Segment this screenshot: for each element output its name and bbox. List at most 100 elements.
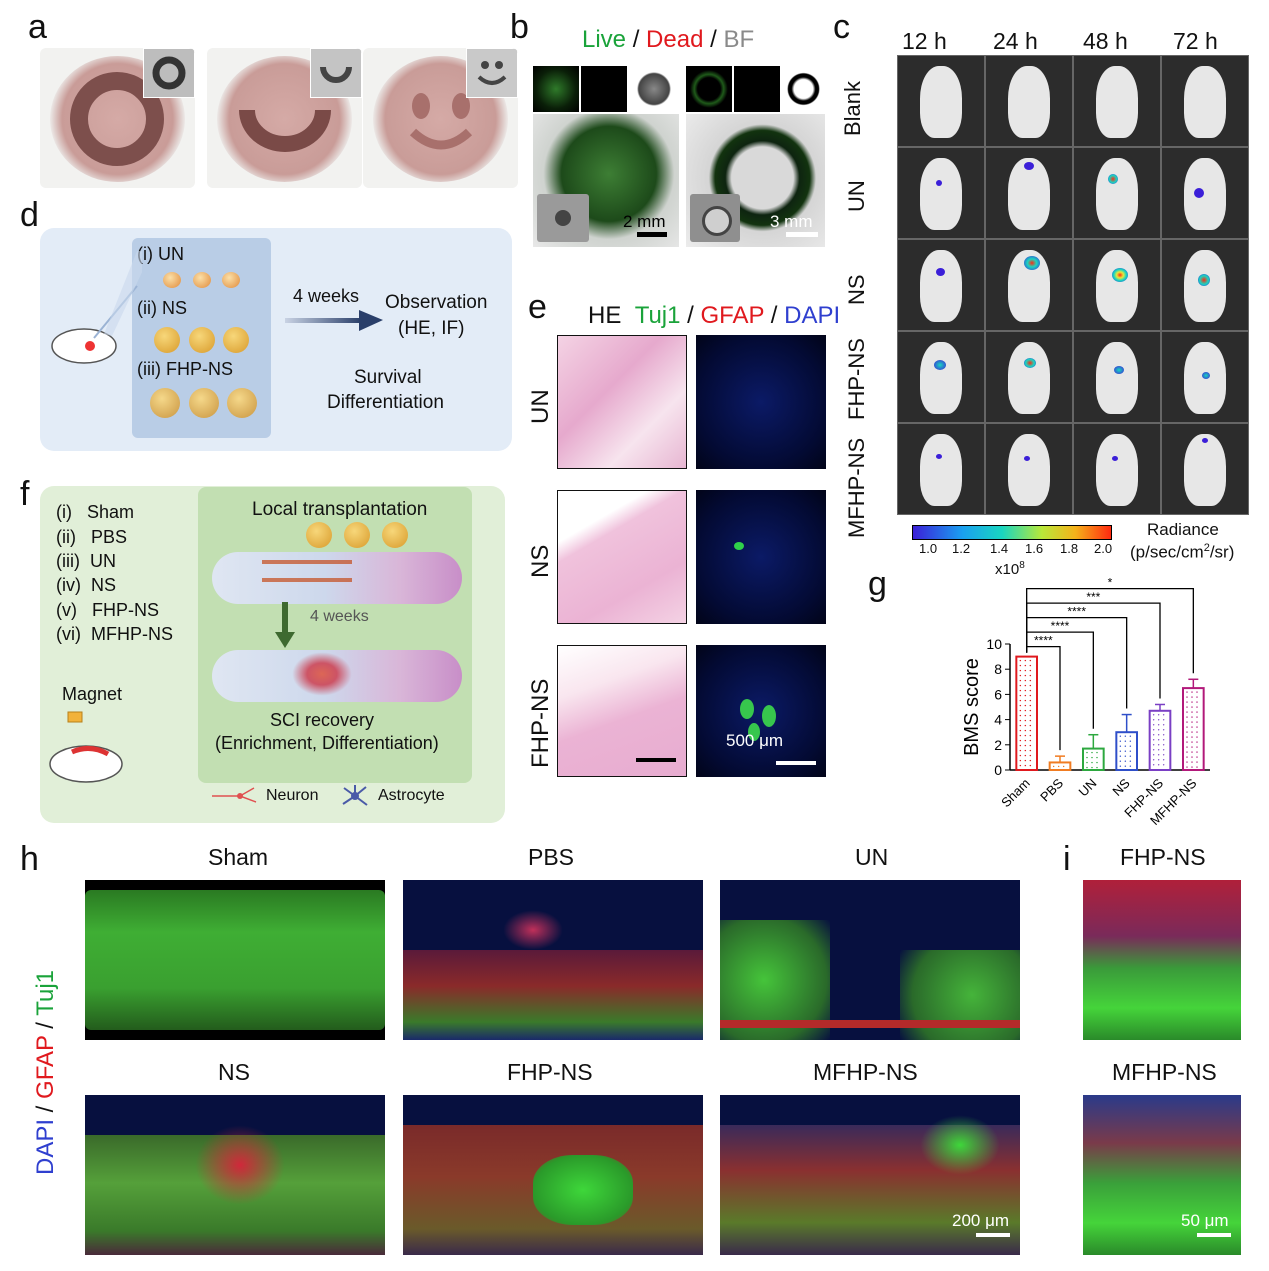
bar-dot xyxy=(1124,735,1127,737)
bar-dot xyxy=(1196,726,1198,728)
bar-pbs xyxy=(1048,761,1072,772)
y-tick-label: 0 xyxy=(994,762,1002,778)
if-zoom-mfhp-ns: 50 μm xyxy=(1083,1095,1241,1255)
bar-dot xyxy=(1152,719,1155,721)
panel-d-schematic xyxy=(40,228,512,451)
significance-bracket xyxy=(1026,616,1128,709)
h-scale-bar: 200 μm xyxy=(952,1211,1010,1230)
bar-dot xyxy=(1029,679,1032,682)
bar-dot xyxy=(1019,704,1022,707)
bar-dot xyxy=(1019,659,1022,662)
bar-dot xyxy=(1019,764,1022,767)
bar-dot xyxy=(1024,759,1027,762)
methods-label: (HE, IF) xyxy=(398,318,465,339)
e-row-fhp-ns: FHP-NS xyxy=(527,678,554,768)
bar-dot xyxy=(1029,739,1032,742)
bar-dot xyxy=(1024,659,1027,662)
bar-dot xyxy=(1152,759,1155,761)
merged-image-right: 3 mm xyxy=(686,114,825,247)
bar-dot xyxy=(1029,764,1032,767)
bar-dot xyxy=(1091,756,1093,759)
bar-dot xyxy=(1186,751,1188,753)
bar-dot xyxy=(1086,756,1088,759)
bar-mfhp-ns xyxy=(1182,687,1205,772)
bar-dot xyxy=(1196,711,1198,713)
panel-label-d: d xyxy=(20,196,39,234)
bar-dot xyxy=(1024,709,1027,712)
bar-dot xyxy=(1024,669,1027,672)
if-image-un xyxy=(696,335,826,469)
sci-recovery-label: SCI recovery xyxy=(270,710,375,730)
significance-label: **** xyxy=(1067,605,1086,619)
bar-dot xyxy=(1096,756,1098,759)
significance-label: * xyxy=(1108,576,1113,590)
if-mfhp-ns: 200 μm xyxy=(720,1095,1020,1255)
y-tick-label: 6 xyxy=(994,686,1002,702)
bar-dot xyxy=(1029,754,1032,757)
bar-dot xyxy=(1119,735,1122,737)
bar-dot xyxy=(1157,759,1160,761)
merged-image-left: 2 mm xyxy=(533,114,679,247)
bar-dot xyxy=(1024,679,1027,682)
bar-dot xyxy=(1019,734,1022,737)
legend-neuron: Neuron xyxy=(266,787,319,804)
bar-dot xyxy=(1096,751,1098,754)
panel-label-c: c xyxy=(833,8,850,46)
bar-dot xyxy=(1157,754,1160,756)
petri-dish-ring xyxy=(40,48,195,188)
bar-dot xyxy=(1091,761,1093,764)
bar-dot xyxy=(1196,766,1198,768)
bar-dot xyxy=(1024,764,1027,767)
bar-dot xyxy=(1024,684,1027,687)
significance-bracket xyxy=(1026,587,1194,674)
if-zoom-fhp-ns xyxy=(1083,880,1241,1040)
h-title-mfhp-ns: MFHP-NS xyxy=(813,1059,918,1085)
h-title-sham: Sham xyxy=(208,844,269,870)
bar-dot xyxy=(1196,746,1198,748)
h-title-un: UN xyxy=(855,844,889,870)
bar-dot xyxy=(1024,739,1027,742)
panel-label-a: a xyxy=(28,8,47,46)
dead-thumb-right xyxy=(734,66,780,112)
f-duration-label: 4 weeks xyxy=(310,608,369,625)
bar-dot xyxy=(1024,699,1027,702)
row-label-fhp-ns: FHP-NS xyxy=(844,338,869,420)
panel-label-f: f xyxy=(20,475,30,513)
bar-sham xyxy=(1015,655,1039,771)
bar-dot xyxy=(1119,750,1122,752)
bar-dot xyxy=(1029,734,1032,737)
bar-dot xyxy=(1019,724,1022,727)
bar-dot xyxy=(1196,691,1198,693)
e-scale-bar: 500 μm xyxy=(726,731,784,750)
y-tick-label: 10 xyxy=(986,636,1002,652)
bar-dot xyxy=(1186,756,1188,758)
row-label-blank: Blank xyxy=(840,80,865,136)
bar-dot xyxy=(1062,765,1065,768)
bar-dot xyxy=(1086,766,1088,769)
ivis-image-grid xyxy=(897,55,1249,515)
bar-dot xyxy=(1029,709,1032,712)
bar-dot xyxy=(1096,761,1098,764)
bar-dot xyxy=(1019,674,1022,677)
bar-dot xyxy=(1196,751,1198,753)
bar-dot xyxy=(1152,734,1155,736)
bar-dot xyxy=(1157,719,1160,721)
bar-dot xyxy=(1129,750,1132,752)
bar-dot xyxy=(1162,744,1165,746)
bar-dot xyxy=(1119,740,1122,742)
time-72h: 72 h xyxy=(1173,28,1218,54)
bar-dot xyxy=(1191,751,1193,753)
arc-scaffold-icon xyxy=(239,109,331,152)
bar-dot xyxy=(1157,744,1160,746)
bar-dot xyxy=(1119,760,1122,762)
bar-dot xyxy=(1186,706,1188,708)
group-ns: (ii) NS xyxy=(137,298,187,318)
bar-dot xyxy=(1191,721,1193,723)
bar-dot xyxy=(1124,765,1127,767)
significance-label: **** xyxy=(1051,619,1070,633)
bar-dot xyxy=(1186,716,1188,718)
if-un xyxy=(720,880,1020,1040)
bar-dot xyxy=(1196,701,1198,703)
bar-dot xyxy=(1157,749,1160,751)
